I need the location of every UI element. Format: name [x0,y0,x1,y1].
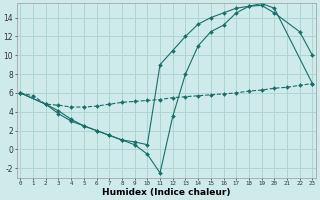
X-axis label: Humidex (Indice chaleur): Humidex (Indice chaleur) [102,188,231,197]
